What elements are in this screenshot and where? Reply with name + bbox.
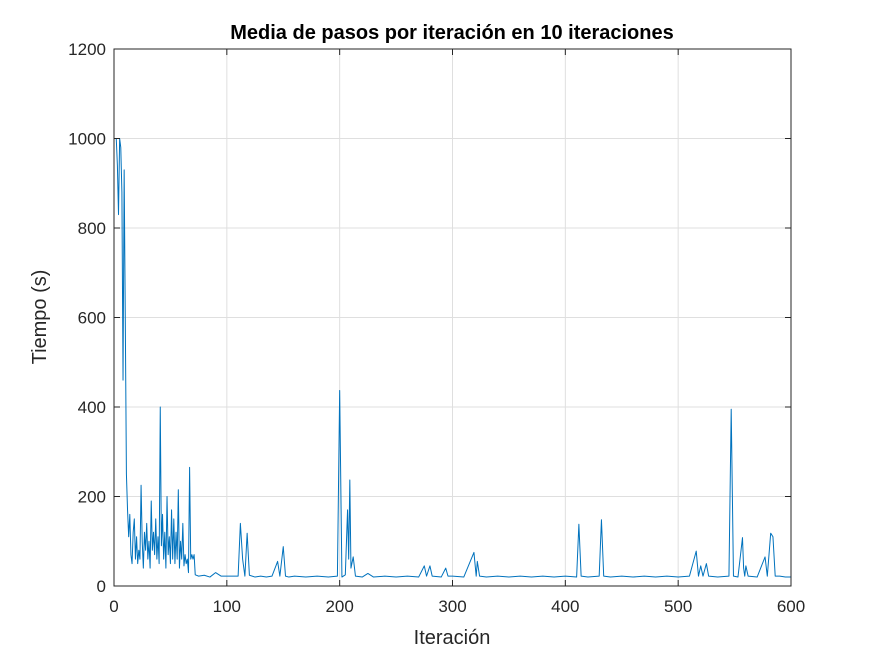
x-axis-label: Iteración <box>414 627 491 649</box>
x-tick-label: 400 <box>551 597 579 616</box>
x-tick-label: 200 <box>325 597 353 616</box>
y-tick-label: 200 <box>78 488 106 507</box>
x-tick-labels: 0 100 200 300 400 500 600 <box>109 597 805 616</box>
y-tick-labels: 0 200 400 600 800 1000 1200 <box>68 40 106 596</box>
x-tick-label: 500 <box>664 597 692 616</box>
y-tick-label: 800 <box>78 219 106 238</box>
series-line-0 <box>115 138 791 578</box>
y-tick-label: 1200 <box>68 40 106 59</box>
y-tick-label: 1000 <box>68 130 106 149</box>
gridlines <box>114 49 791 586</box>
x-tick-label: 0 <box>109 597 118 616</box>
x-tick-label: 600 <box>777 597 805 616</box>
y-tick-label: 0 <box>97 577 106 596</box>
chart-title: Media de pasos por iteración en 10 itera… <box>230 22 674 44</box>
y-axis-label: Tiempo (s) <box>29 270 51 365</box>
x-tick-label: 300 <box>438 597 466 616</box>
axis-ticks <box>113 48 792 587</box>
y-tick-label: 600 <box>78 309 106 328</box>
x-tick-label: 100 <box>213 597 241 616</box>
series-group <box>115 138 791 578</box>
y-tick-label: 400 <box>78 398 106 417</box>
